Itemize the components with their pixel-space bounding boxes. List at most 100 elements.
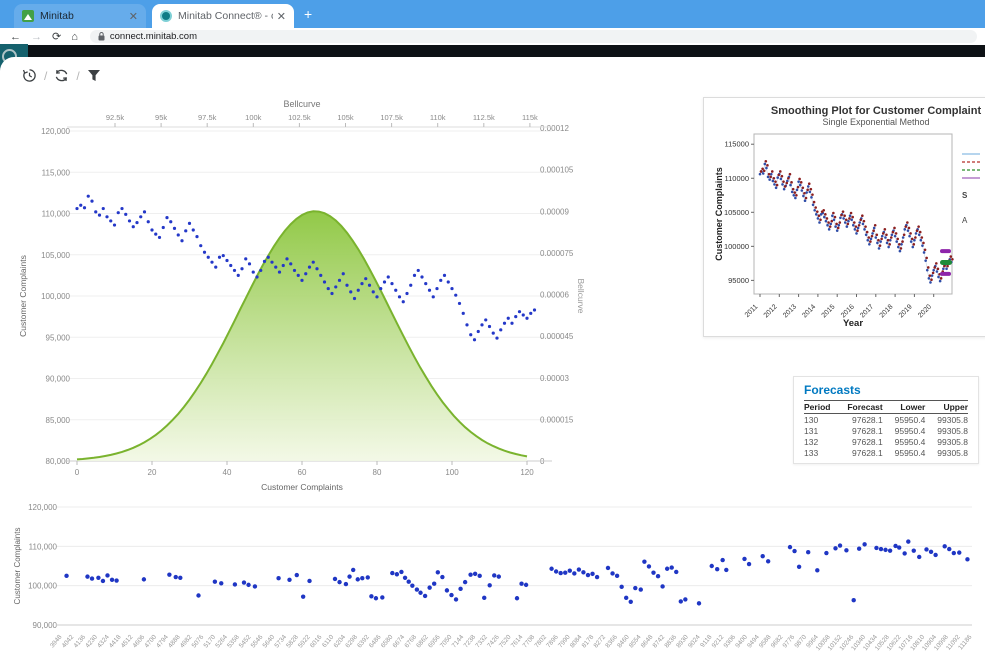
col-forecast: Forecast — [834, 400, 883, 414]
smoothing-plot-panel: Smoothing Plot for Customer Complaint Sin… — [703, 97, 985, 337]
table-cell: 131 — [804, 425, 819, 436]
y-axis-left-title: Customer Complaints — [18, 255, 28, 337]
x-axis-tick: 9212 — [711, 633, 726, 649]
table-cell: 97628.1 — [852, 447, 883, 458]
x-axis-tick: 6956 — [427, 633, 442, 649]
x-axis-tick: 9776 — [782, 633, 797, 649]
x-axis-tick: 7426 — [486, 633, 501, 649]
x-axis-tick: 8178 — [581, 633, 596, 649]
scatter-points — [75, 194, 537, 342]
x-axis-tick: 6580 — [380, 633, 395, 649]
y-axis-left-tick: 90,000 — [46, 375, 71, 384]
browser-nav-bar: ← → ⟳ ⌂ connect.minitab.com — [0, 28, 985, 45]
forecasts-panel: Forecasts Period Forecast Lower Upper 13… — [793, 376, 979, 464]
x-axis-tick: 9682 — [770, 633, 785, 649]
back-icon[interactable]: ← — [10, 30, 21, 43]
x-axis-tick: 2013 — [782, 303, 798, 319]
table-cell: 130 — [804, 414, 819, 425]
x-axis-tick: 4794 — [155, 633, 170, 649]
smoothing-plot-chart: Smoothing Plot for Customer ComplaintSin… — [714, 105, 982, 329]
x-axis-tick: 3948 — [49, 633, 64, 649]
x-axis-tick: 6298 — [344, 633, 359, 649]
x-axis-tick: 4888 — [167, 633, 182, 649]
bellcurve-line — [76, 210, 528, 461]
tab-close-icon[interactable]: ✕ — [276, 10, 286, 23]
forecasts-title: Forecasts — [804, 383, 861, 397]
legend-text-fragment: A — [962, 216, 968, 225]
x-axis-tick: 8460 — [616, 633, 631, 649]
x-axis-tick: 2011 — [744, 303, 760, 319]
connect-favicon-icon — [160, 10, 172, 22]
y-axis-title: Customer Complaints — [714, 167, 724, 261]
top-axis-tick: 110k — [430, 113, 446, 122]
x-axis-tick: 7896 — [545, 633, 560, 649]
y-axis-tick: 110,000 — [29, 542, 58, 551]
table-cell: 97628.1 — [852, 436, 883, 447]
top-axis-tick: 115k — [522, 113, 538, 122]
x-axis-tick: 11186 — [957, 634, 974, 652]
minitab-favicon-icon — [22, 10, 34, 22]
browser-tab-bar: Minitab ✕ Minitab Connect® - connect.min… — [0, 0, 985, 28]
x-axis-tick: 7614 — [510, 633, 525, 649]
chart-title: Smoothing Plot for Customer Complaint — [771, 105, 982, 117]
x-axis-tick: 8272 — [593, 633, 608, 649]
table-cell: 99305.8 — [937, 447, 968, 458]
x-axis-tick: 4512 — [120, 633, 135, 649]
home-icon[interactable]: ⌂ — [71, 30, 78, 43]
toolbar-separator: / — [76, 68, 80, 83]
x-axis-tick: 9024 — [687, 633, 702, 649]
y-axis-tick: 110000 — [725, 174, 749, 183]
x-axis-tick: 7144 — [451, 633, 466, 649]
tab-close-icon[interactable]: ✕ — [128, 10, 138, 23]
scatter-points — [64, 539, 970, 606]
y-axis-right-tick: 0.000045 — [540, 332, 574, 341]
x-axis-tick: 9400 — [734, 633, 749, 649]
history-icon[interactable] — [22, 68, 37, 83]
new-tab-button[interactable]: + — [304, 6, 313, 22]
x-axis-tick: 5264 — [214, 633, 229, 649]
x-axis-title: Customer Complaints — [261, 482, 343, 492]
x-axis-tick: 8648 — [640, 633, 655, 649]
app-top-bar — [28, 45, 985, 57]
x-axis-tick: 8554 — [628, 633, 643, 649]
x-axis-tick: 2019 — [898, 303, 914, 319]
y-axis-left-tick: 95,000 — [46, 333, 71, 342]
table-row: 133 97628.1 95950.4 99305.8 — [804, 447, 968, 458]
x-axis-tick: 7708 — [522, 633, 537, 649]
x-axis-tick: 6016 — [309, 633, 324, 649]
x-axis-tick: 6204 — [333, 633, 348, 649]
x-axis-tick: 7050 — [439, 633, 454, 649]
filter-icon[interactable] — [87, 69, 101, 83]
x-axis-tick: 7520 — [498, 633, 513, 649]
x-axis-tick: 5922 — [297, 633, 312, 649]
forward-icon[interactable]: → — [31, 30, 42, 43]
x-axis-tick: 4042 — [61, 633, 76, 649]
x-axis-tick: 4324 — [96, 633, 111, 649]
table-cell: 97628.1 — [852, 414, 883, 425]
x-axis-title: Year — [843, 318, 863, 329]
top-axis-tick: 107.5k — [380, 113, 403, 122]
y-axis-right-tick: 0.00012 — [540, 124, 569, 133]
fit-points — [759, 159, 954, 282]
plot-frame — [753, 133, 953, 295]
x-axis-tick: 100 — [445, 468, 459, 477]
y-axis-left-tick: 105,000 — [41, 251, 70, 260]
x-axis-tick: 5170 — [203, 633, 218, 649]
bottom-scatter-chart: 120,000 110,000 100,000 90,000 Customer Comp… — [13, 503, 974, 652]
top-axis-tick: 105k — [337, 113, 354, 122]
sync-icon[interactable] — [54, 68, 69, 83]
x-axis-tick: 4700 — [143, 633, 158, 649]
x-axis-tick: 0 — [75, 468, 80, 477]
x-axis-tick: 7990 — [557, 633, 572, 649]
col-lower: Lower — [882, 400, 926, 414]
y-axis-right-tick: 0.00009 — [540, 207, 569, 216]
y-axis-right-tick: 0.00006 — [540, 291, 569, 300]
reload-icon[interactable]: ⟳ — [52, 31, 62, 43]
x-axis-tick: 4606 — [132, 633, 147, 649]
address-bar[interactable]: connect.minitab.com — [89, 30, 977, 43]
tab-minitab[interactable]: Minitab ✕ — [14, 4, 146, 28]
x-axis-tick: 120 — [520, 468, 534, 477]
table-cell: 95950.4 — [894, 425, 926, 436]
x-axis-tick: 5828 — [285, 633, 300, 649]
tab-minitab-connect[interactable]: Minitab Connect® - connect.min ✕ — [152, 4, 294, 28]
